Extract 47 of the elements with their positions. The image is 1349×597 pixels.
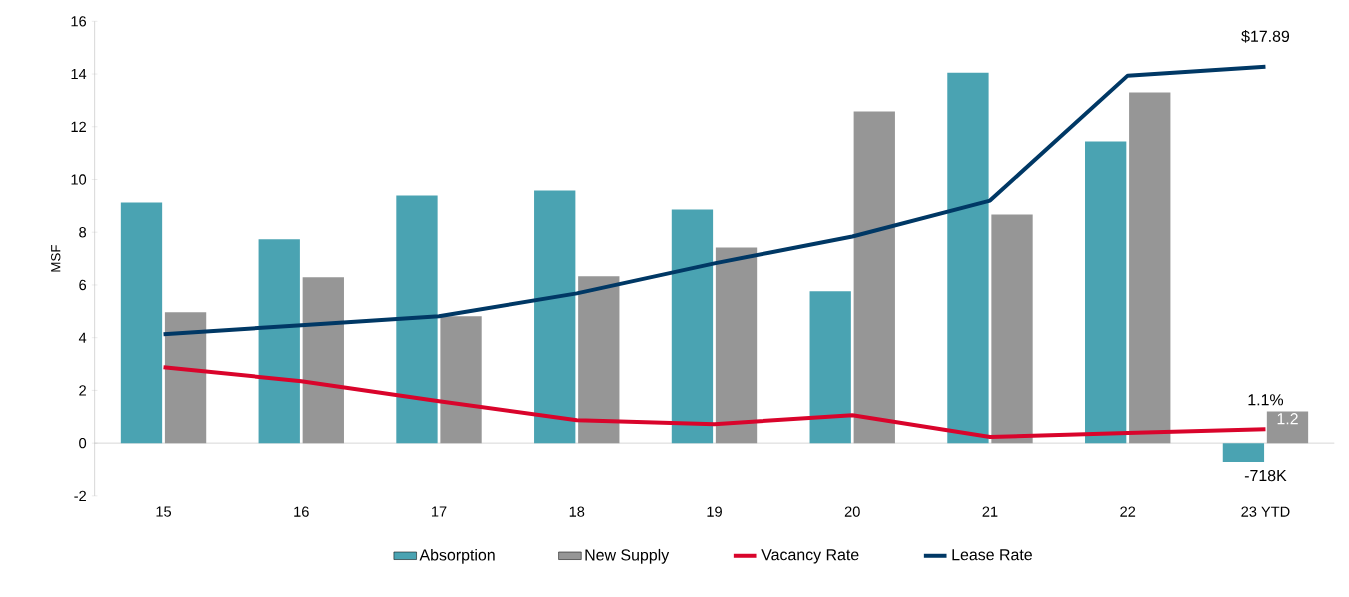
bar bbox=[396, 195, 438, 444]
y-tick-label: 14 bbox=[71, 68, 87, 79]
bar bbox=[809, 291, 851, 444]
y-tick-label: 6 bbox=[79, 279, 87, 291]
legend-label: Absorption bbox=[419, 548, 495, 564]
y-tick-label: 8 bbox=[79, 227, 87, 238]
bar bbox=[1129, 92, 1171, 444]
legend-label: Vacancy Rate bbox=[761, 549, 859, 564]
bar bbox=[991, 214, 1033, 444]
bar bbox=[715, 247, 758, 444]
bar bbox=[853, 111, 895, 444]
y-tick-label: 4 bbox=[78, 332, 87, 343]
line-series bbox=[161, 64, 1268, 337]
bar bbox=[534, 190, 576, 444]
x-tick-label: 18 bbox=[569, 506, 585, 517]
annotation: -718K bbox=[1244, 469, 1287, 482]
x-tick-label: 22 bbox=[1120, 506, 1136, 517]
bar bbox=[671, 209, 714, 444]
bar bbox=[164, 312, 207, 444]
x-tick-label: 15 bbox=[156, 506, 172, 517]
y-axis-title: MSF bbox=[51, 245, 61, 272]
bar bbox=[1222, 443, 1265, 463]
x-tick-label: 16 bbox=[294, 506, 309, 517]
bar bbox=[578, 276, 620, 444]
x-tick-label: 19 bbox=[707, 506, 722, 517]
y-tick-label: 2 bbox=[79, 385, 86, 396]
y-tick-label: 10 bbox=[71, 174, 87, 185]
bar bbox=[1266, 411, 1309, 444]
x-tick-label: 17 bbox=[431, 506, 447, 517]
data-label: 1.2 bbox=[1277, 413, 1298, 425]
legend-label: Lease Rate bbox=[952, 549, 1032, 561]
bar bbox=[947, 72, 989, 444]
bar bbox=[440, 316, 482, 444]
annotation: 1.1% bbox=[1248, 394, 1284, 406]
y-tick-label: -2 bbox=[74, 490, 86, 501]
bar bbox=[302, 277, 344, 444]
bar bbox=[258, 239, 300, 444]
y-tick-label: 12 bbox=[71, 121, 86, 132]
y-tick-label: 0 bbox=[79, 437, 87, 449]
bar bbox=[120, 202, 163, 444]
x-tick-label: 23 YTD bbox=[1241, 506, 1290, 517]
bar bbox=[1085, 141, 1127, 444]
x-tick-label: 21 bbox=[982, 506, 998, 517]
x-tick-label: 20 bbox=[844, 506, 860, 517]
y-tick-label: 16 bbox=[71, 16, 87, 27]
annotation: $17.89 bbox=[1241, 29, 1290, 43]
legend-label: New Supply bbox=[585, 548, 670, 564]
